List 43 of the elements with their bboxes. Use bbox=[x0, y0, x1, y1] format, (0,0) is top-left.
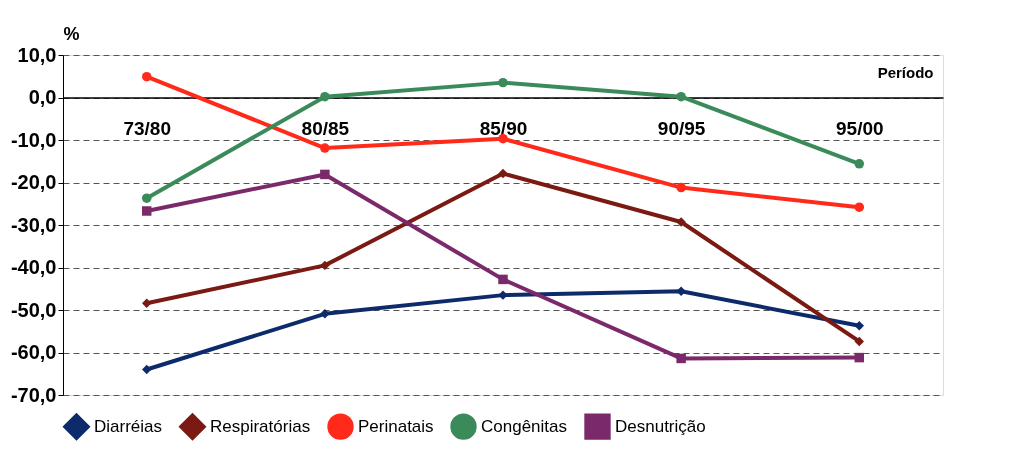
point bbox=[141, 193, 152, 203]
y-tick-label: 10,0 bbox=[17, 43, 57, 66]
y-tick-label: -40,0 bbox=[10, 256, 57, 278]
y-tick-label: -60,0 bbox=[10, 341, 57, 363]
point bbox=[676, 353, 686, 364]
point bbox=[676, 182, 686, 193]
point bbox=[854, 159, 865, 169]
x-axis-title: Período bbox=[877, 64, 934, 81]
point bbox=[141, 298, 152, 308]
point bbox=[854, 336, 865, 347]
point bbox=[320, 169, 330, 180]
y-axis-title: % bbox=[63, 23, 80, 44]
y-tick-label: 0,0 bbox=[28, 86, 57, 108]
y-tick-label: -70,0 bbox=[10, 383, 57, 406]
x-tick-label: 80/85 bbox=[301, 118, 350, 139]
point bbox=[320, 143, 330, 153]
point bbox=[854, 352, 865, 363]
point bbox=[498, 77, 508, 88]
y-tick-label: -50,0 bbox=[10, 298, 57, 321]
legend-label: Respiratórias bbox=[210, 416, 311, 436]
point bbox=[676, 91, 686, 102]
point bbox=[498, 274, 508, 285]
point bbox=[854, 202, 865, 212]
point bbox=[141, 206, 152, 216]
point bbox=[141, 364, 152, 375]
x-tick-label: 85/90 bbox=[479, 118, 528, 139]
y-tick-label: -30,0 bbox=[10, 213, 57, 236]
point bbox=[676, 286, 686, 297]
x-tick-label: 73/80 bbox=[123, 118, 171, 139]
legend-label: Perinatais bbox=[358, 416, 434, 436]
x-tick-label: 95/00 bbox=[836, 118, 884, 139]
legend-label: Diarréias bbox=[94, 416, 163, 436]
point bbox=[498, 168, 508, 179]
legend-label: Congênitas bbox=[481, 416, 568, 436]
point bbox=[320, 260, 330, 271]
y-tick-label: -10,0 bbox=[10, 128, 57, 151]
legend-label: Desnutrição bbox=[615, 416, 706, 436]
point bbox=[320, 91, 330, 102]
point bbox=[854, 320, 865, 331]
point bbox=[320, 309, 330, 319]
x-tick-label: 90/95 bbox=[657, 118, 706, 139]
y-tick-label: -20,0 bbox=[10, 171, 57, 193]
point bbox=[141, 71, 152, 82]
